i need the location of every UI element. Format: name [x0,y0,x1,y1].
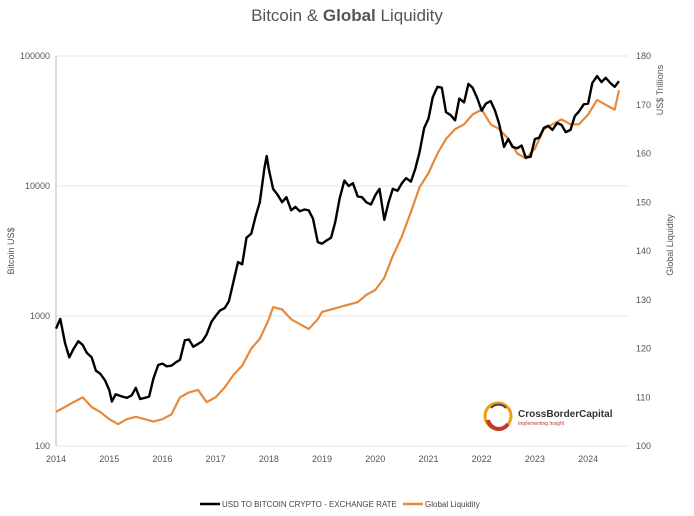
logo-name: CrossBorderCapital [518,409,613,420]
logo: CrossBorderCapital Implementing Insight [483,401,613,431]
y-right-tick-100: 100 [636,441,651,451]
title-part1: Bitcoin & [251,6,323,25]
y-right-tick-180: 180 [636,51,651,61]
logo-tagline: Implementing Insight [518,421,565,427]
y-left-axis-label: Bitcoin US$ [6,227,16,274]
x-tick-2014: 2014 [46,454,66,464]
x-tick-2017: 2017 [206,454,226,464]
x-tick-2018: 2018 [259,454,279,464]
y-left-tick-1000: 1000 [30,311,50,321]
y-right-tick-120: 120 [636,344,651,354]
y-right-axis-label: Global Liquidity [665,214,675,276]
y-right-unit-label: US$ Trillions [655,64,665,115]
title-bold: Global [322,6,376,25]
legend: USD TO BITCOIN CRYPTO - EXCHANGE RATE Glo… [200,500,480,509]
logo-mark-icon [483,401,513,431]
x-tick-2015: 2015 [99,454,119,464]
axes: 100 1000 10000 100000 100 110 120 130 140 150 160 1… [6,51,675,464]
legend-label-global-liquidity: Global Liquidity [425,500,480,509]
y-left-tick-100000: 100000 [20,51,50,61]
chart-title: Bitcoin & Global Liquidity [0,6,694,26]
x-tick-2022: 2022 [472,454,492,464]
x-tick-2016: 2016 [152,454,172,464]
y-right-tick-170: 170 [636,100,651,110]
series-line-bitcoin [54,74,620,403]
legend-label-bitcoin: USD TO BITCOIN CRYPTO - EXCHANGE RATE [222,500,397,509]
x-tick-2024: 2024 [578,454,598,464]
y-left-tick-100: 100 [35,441,50,451]
x-tick-2021: 2021 [418,454,438,464]
y-right-tick-140: 140 [636,246,651,256]
series-layer [54,74,621,426]
x-tick-2019: 2019 [312,454,332,464]
x-tick-2020: 2020 [365,454,385,464]
y-right-tick-110: 110 [636,392,650,402]
y-right-tick-160: 160 [636,149,651,159]
y-right-tick-130: 130 [636,295,651,305]
y-right-tick-150: 150 [636,197,651,207]
title-part2: Liquidity [375,6,443,25]
y-left-tick-10000: 10000 [25,181,50,191]
gridlines [56,55,628,447]
x-tick-2023: 2023 [525,454,545,464]
